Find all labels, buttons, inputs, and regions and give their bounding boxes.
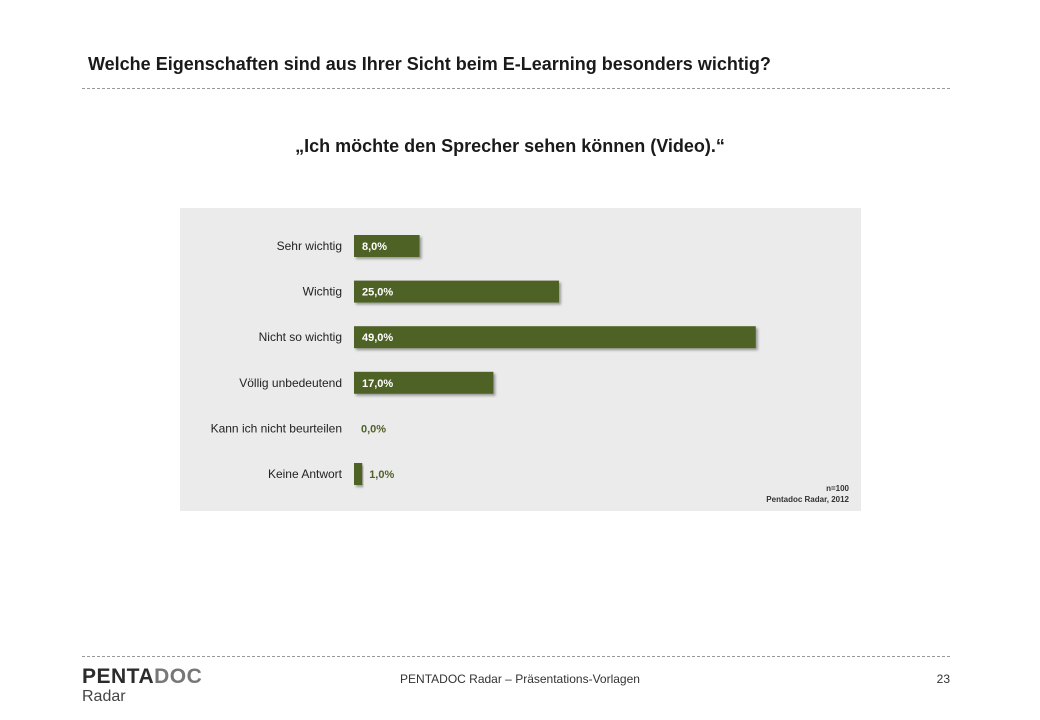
chart-title: „Ich möchte den Sprecher sehen können (V… <box>295 136 725 156</box>
pentadoc-logo: PENTADOC Radar <box>82 666 202 706</box>
bar <box>354 235 420 257</box>
sample-size-note: n=100 <box>826 484 849 493</box>
value-label: 25,0% <box>362 287 393 299</box>
category-label: Völlig unbedeutend <box>239 376 342 390</box>
footer-text: PENTADOC Radar – Präsentations-Vorlagen <box>400 672 640 686</box>
footer-divider <box>82 656 950 657</box>
chart-notes: n=100 Pentadoc Radar, 2012 <box>766 483 849 505</box>
logo-wordmark: PENTADOC <box>82 666 202 688</box>
logo-accent: DOC <box>154 665 203 688</box>
bar <box>354 371 494 394</box>
logo-main: PENTA <box>82 665 155 688</box>
bar <box>354 463 363 485</box>
bar-chart: Sehr wichtig 8,0% Wichtig 25,0% Nicht so wic… <box>211 235 756 485</box>
category-label: Keine Antwort <box>268 467 343 481</box>
category-label: Nicht so wichtig <box>259 330 342 344</box>
value-label: 8,0% <box>362 241 387 253</box>
category-label: Kann ich nicht beurteilen <box>211 421 342 435</box>
value-label: 17,0% <box>362 378 393 390</box>
page-number: 23 <box>936 672 950 686</box>
bar <box>354 326 756 349</box>
category-label: Sehr wichtig <box>277 239 342 253</box>
source-note: Pentadoc Radar, 2012 <box>766 495 849 504</box>
value-label: 1,0% <box>369 469 394 481</box>
chart-panel: Sehr wichtig 8,0% Wichtig 25,0% Nicht so wic… <box>180 208 861 511</box>
slide-title: Welche Eigenschaften sind aus Ihrer Sich… <box>88 54 771 74</box>
bar <box>354 280 559 303</box>
header-divider <box>82 88 950 89</box>
category-label: Wichtig <box>303 285 342 299</box>
logo-subtitle: Radar <box>82 688 126 705</box>
value-label: 49,0% <box>362 332 393 344</box>
value-label: 0,0% <box>361 423 386 435</box>
